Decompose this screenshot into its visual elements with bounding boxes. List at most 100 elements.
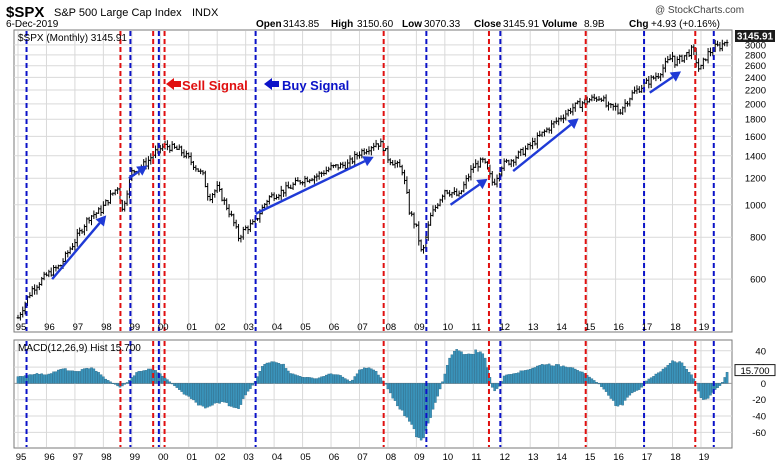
macd-hist-bar — [176, 383, 178, 387]
macd-hist-bar — [721, 382, 723, 383]
macd-hist-bar — [588, 377, 590, 383]
macd-hist-bar — [192, 383, 194, 400]
macd-hist-bar — [74, 371, 76, 383]
macd-hist-bar — [358, 370, 360, 384]
macd-x-tick-label: 18 — [670, 452, 681, 463]
macd-hist-bar — [290, 373, 292, 383]
price-x-tick-label: 15 — [585, 322, 596, 333]
macd-hist-bar — [228, 383, 230, 406]
macd-hist-bar — [311, 378, 313, 384]
macd-hist-bar — [335, 375, 337, 384]
macd-hist-bar — [354, 376, 356, 383]
sell-signal-label: Sell Signal — [182, 78, 248, 93]
price-y-tick-label: 1600 — [745, 132, 766, 143]
macd-hist-bar — [216, 383, 218, 402]
macd-hist-bar — [114, 383, 116, 384]
macd-hist-bar — [600, 383, 602, 386]
macd-hist-bar — [660, 372, 662, 384]
macd-hist-bar — [392, 383, 394, 398]
macd-hist-bar — [451, 355, 453, 384]
macd-hist-bar — [527, 370, 529, 384]
macd-hist-bar — [437, 383, 439, 396]
macd-hist-bar — [641, 383, 643, 387]
macd-hist-bar — [413, 383, 415, 429]
macd-x-tick-label: 09 — [414, 452, 425, 463]
macd-hist-bar — [67, 371, 69, 384]
open-value: 3143.85 — [283, 19, 320, 30]
macd-hist-bar — [169, 382, 171, 384]
price-last-value-badge: 3145.91 — [735, 30, 775, 43]
macd-hist-bar — [543, 365, 545, 384]
macd-hist-bar — [441, 382, 443, 384]
macd-hist-bar — [339, 375, 341, 383]
macd-hist-bar — [347, 380, 349, 384]
macd-hist-bar — [427, 383, 429, 423]
macd-hist-bar — [185, 383, 187, 395]
macd-hist-bar — [664, 368, 666, 384]
macd-hist-bar — [555, 364, 557, 383]
macd-hist-bar — [282, 364, 284, 383]
macd-hist-bar — [387, 383, 389, 389]
macd-hist-bar — [306, 377, 308, 383]
macd-hist-bar — [62, 369, 64, 384]
macd-hist-bar — [31, 375, 33, 384]
macd-hist-bar — [477, 352, 479, 383]
macd-hist-bar — [252, 383, 254, 385]
macd-hist-bar — [342, 377, 344, 383]
macd-x-tick-label: 01 — [186, 452, 197, 463]
macd-hist-bar — [612, 383, 614, 400]
quote-line: Open 3143.85 High 3150.60 Low 3070.33 Cl… — [256, 19, 720, 30]
macd-hist-bar — [261, 366, 263, 383]
price-y-tick-label: 2400 — [745, 73, 766, 84]
macd-hist-bar — [574, 369, 576, 383]
macd-hist-bar — [133, 376, 135, 384]
macd-y-tick-label: -60 — [752, 428, 766, 439]
macd-hist-bar — [188, 383, 190, 396]
macd-hist-bar — [271, 362, 273, 384]
macd-hist-bar — [55, 372, 57, 384]
macd-hist-bar — [325, 375, 327, 383]
macd-hist-bar — [121, 383, 123, 386]
macd-x-axis-ticks: 95 96 97 98 99 00 01 02 03 04 05 06 07 08 09 10 11 12 13 14… — [16, 452, 710, 463]
macd-hist-bar — [264, 364, 266, 383]
macd-hist-bar — [674, 362, 676, 384]
price-x-tick-label: 09 — [414, 322, 425, 333]
macd-hist-bar — [19, 376, 21, 383]
macd-hist-bar — [226, 383, 228, 402]
macd-hist-bar — [401, 383, 403, 410]
macd-hist-bar — [197, 383, 199, 405]
macd-hist-bar — [522, 371, 524, 384]
macd-hist-bar — [221, 383, 223, 401]
macd-hist-bar — [652, 376, 654, 383]
macd-hist-bar — [657, 373, 659, 384]
macd-hist-bar — [135, 372, 137, 383]
macd-hist-bar — [318, 378, 320, 384]
price-y-tick-label: 1800 — [745, 115, 766, 126]
macd-hist-bar — [565, 367, 567, 383]
macd-hist-bar — [98, 372, 100, 383]
macd-hist-bar — [223, 383, 225, 402]
macd-hist-bar — [686, 369, 688, 383]
macd-hist-bar — [669, 363, 671, 383]
macd-hist-bar — [116, 383, 118, 386]
price-series-label: $SPX (Monthly) 3145.91 — [18, 33, 127, 44]
macd-hist-bar — [249, 383, 251, 388]
macd-hist-bar — [702, 383, 704, 399]
chg-label: Chg — [629, 19, 648, 30]
macd-hist-bar — [247, 383, 249, 391]
macd-hist-bar — [558, 364, 560, 383]
macd-hist-bar — [679, 361, 681, 383]
macd-hist-bar — [109, 382, 111, 384]
macd-hist-bar — [619, 383, 621, 404]
macd-x-tick-label: 12 — [499, 452, 510, 463]
price-x-tick-label: 17 — [642, 322, 653, 333]
macd-hist-bar — [683, 366, 685, 383]
macd-hist-bar — [60, 369, 62, 383]
macd-hist-bar — [299, 376, 301, 383]
macd-hist-bar — [529, 369, 531, 383]
macd-hist-bar — [162, 376, 164, 383]
macd-hist-bar — [22, 376, 24, 383]
macd-hist-bar — [707, 383, 709, 398]
macd-hist-bar — [577, 370, 579, 383]
macd-hist-bar — [178, 383, 180, 389]
